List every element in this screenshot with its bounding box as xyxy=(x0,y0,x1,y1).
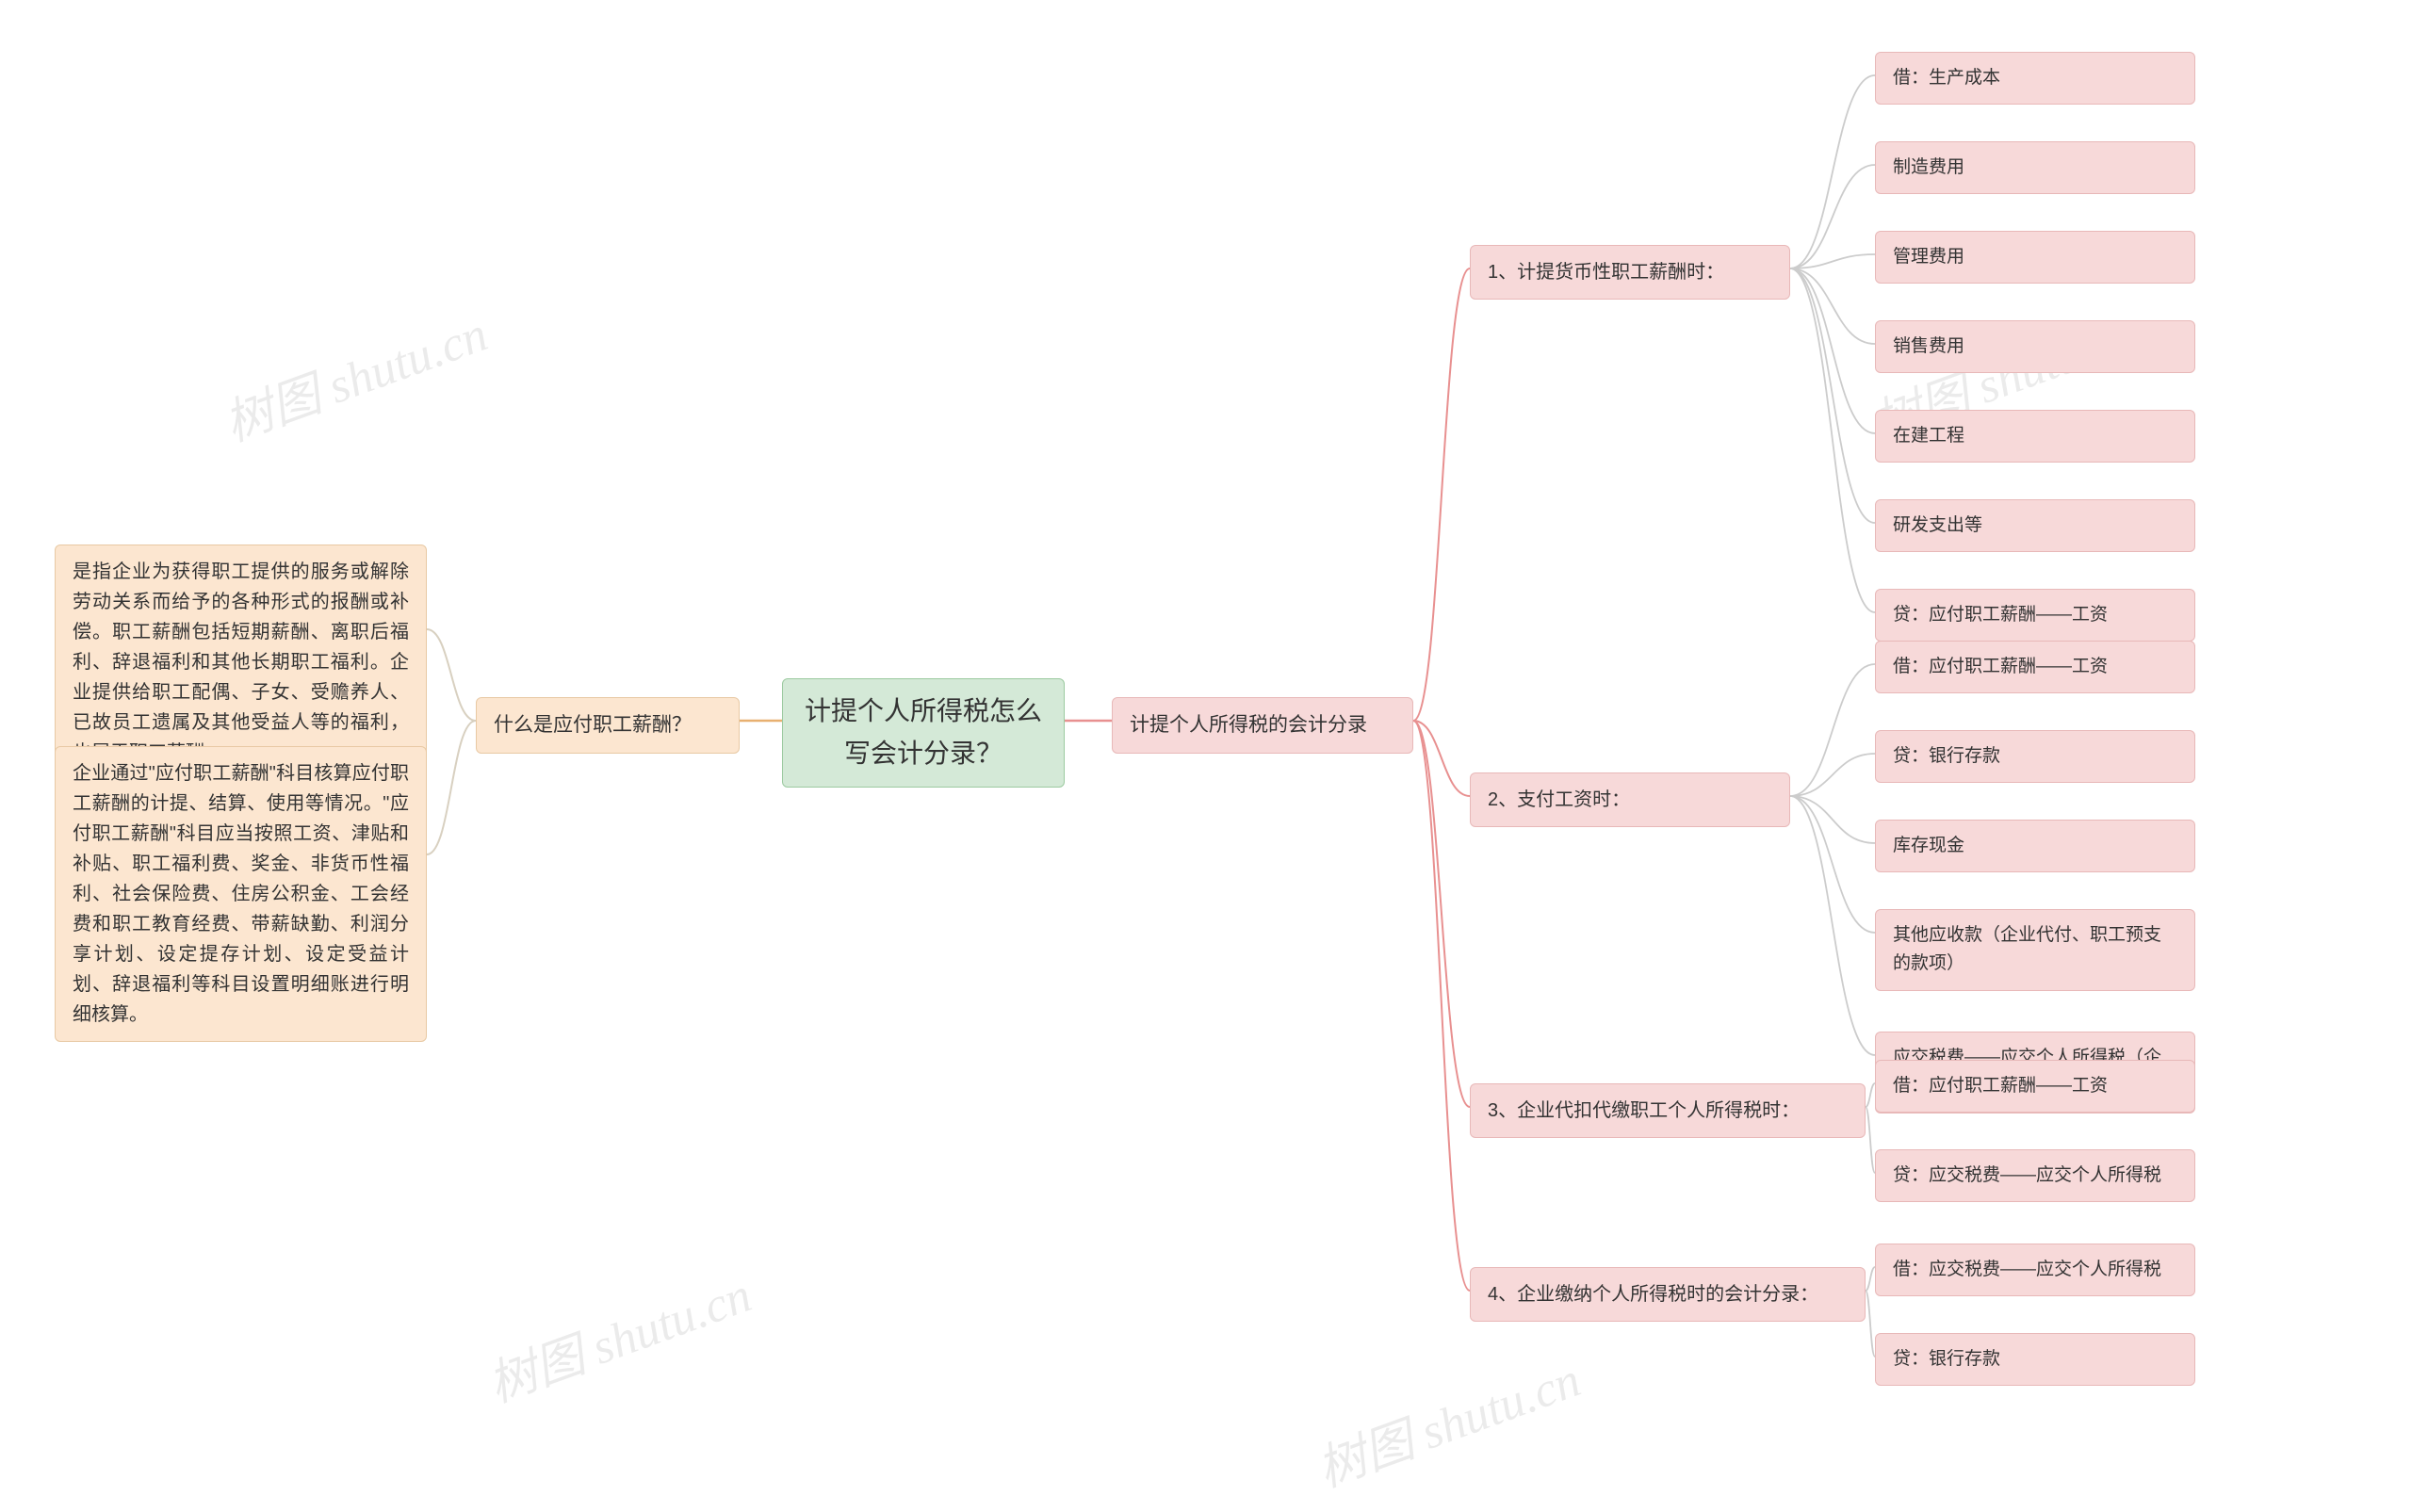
subitem-g2-2: 库存现金 xyxy=(1875,820,2195,872)
subitem-g2-3: 其他应收款（企业代付、职工预支的款项） xyxy=(1875,909,2195,991)
subitem-g1-1: 制造费用 xyxy=(1875,141,2195,194)
left-leaf-0: 是指企业为获得职工提供的服务或解除劳动关系而给予的各种形式的报酬或补偿。职工薪酬… xyxy=(55,545,427,780)
mindmap-canvas: 树图 shutu.cn 树图 shutu.cn 树图 shutu.cn 树图 s… xyxy=(0,0,2412,1512)
subitem-g2-0: 借：应付职工薪酬——工资 xyxy=(1875,641,2195,693)
subitem-g1-3: 销售费用 xyxy=(1875,320,2195,373)
subitem-g3-0: 借：应付职工薪酬——工资 xyxy=(1875,1060,2195,1113)
subitem-g4-0: 借：应交税费——应交个人所得税 xyxy=(1875,1244,2195,1296)
left-leaf-1: 企业通过"应付职工薪酬"科目核算应付职工薪酬的计提、结算、使用等情况。"应付职工… xyxy=(55,746,427,1042)
left-branch: 什么是应付职工薪酬？ xyxy=(476,697,740,754)
watermark: 树图 shutu.cn xyxy=(1306,1340,1589,1500)
subitem-g1-4: 在建工程 xyxy=(1875,410,2195,463)
subitem-g2-1: 贷：银行存款 xyxy=(1875,730,2195,783)
group-4: 4、企业缴纳个人所得税时的会计分录： xyxy=(1470,1267,1866,1322)
group-2: 2、支付工资时： xyxy=(1470,772,1790,827)
watermark: 树图 shutu.cn xyxy=(477,1255,759,1415)
subitem-g1-5: 研发支出等 xyxy=(1875,499,2195,552)
group-1: 1、计提货币性职工薪酬时： xyxy=(1470,245,1790,300)
subitem-g1-2: 管理费用 xyxy=(1875,231,2195,284)
right-branch: 计提个人所得税的会计分录 xyxy=(1112,697,1413,754)
subitem-g1-0: 借：生产成本 xyxy=(1875,52,2195,105)
subitem-g4-1: 贷：银行存款 xyxy=(1875,1333,2195,1386)
subitem-g1-6: 贷：应付职工薪酬——工资 xyxy=(1875,589,2195,642)
group-3: 3、企业代扣代缴职工个人所得税时： xyxy=(1470,1083,1866,1138)
watermark: 树图 shutu.cn xyxy=(213,294,496,454)
root-node: 计提个人所得税怎么写会计分录？ xyxy=(782,678,1065,788)
subitem-g3-1: 贷：应交税费——应交个人所得税 xyxy=(1875,1149,2195,1202)
